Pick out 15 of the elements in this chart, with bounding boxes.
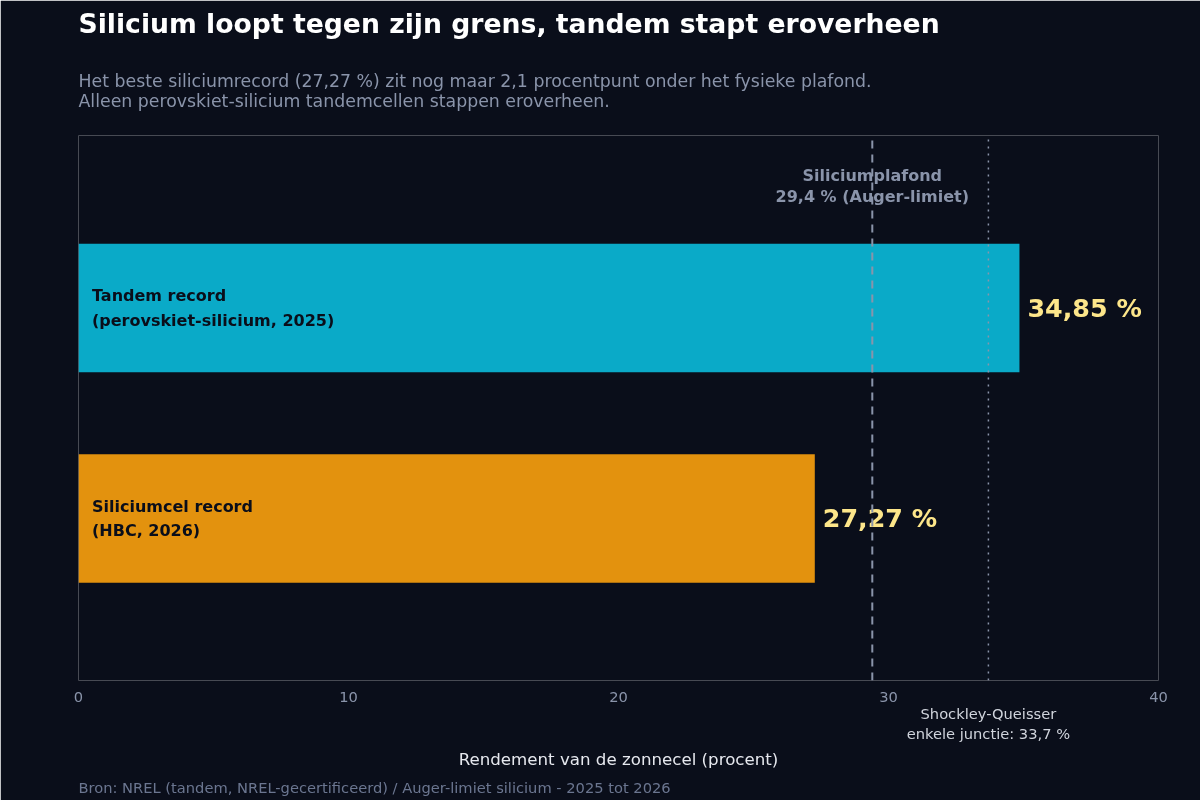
y-tick-label: Siliciumcel record (HBC, 2026)	[92, 496, 253, 541]
x-tick-label: 20	[609, 687, 628, 705]
chart-title: Silicium loopt tegen zijn grens, tandem stapt eroverheen	[78, 7, 940, 39]
x-tick-label: 40	[1149, 687, 1168, 705]
data-label: 34,85 %	[1027, 293, 1142, 324]
x-tick-label: 10	[339, 687, 358, 705]
text: Bron: NREL (tandem, NREL-gecertificeerd) / Auger-limiet silicium - 2025 tot 2026	[78, 778, 671, 796]
x-tick-label: 0	[73, 687, 84, 705]
x-axis-title: Rendement van de zonnecel (procent)	[458, 749, 779, 769]
ref-line-label: Shockley-Queisser enkele junctie: 33,7 %	[906, 704, 1071, 742]
data-label: 27,27 %	[822, 503, 938, 534]
y-tick-label: Tandem record (perovskiet-silicium, 2025)	[92, 286, 335, 330]
x-tick-label: 30	[879, 687, 898, 705]
chart-subtitle: Het beste siliciumrecord (27,27 %) zit nog maar 2,1 procentpunt onder het fysieke plafond. Alleen perovskiet-silicium tandemcellen stappen eroverheen.	[78, 70, 872, 111]
ref-line-label: Siliciumplafond 29,4 % (Auger-limiet)	[775, 166, 970, 206]
